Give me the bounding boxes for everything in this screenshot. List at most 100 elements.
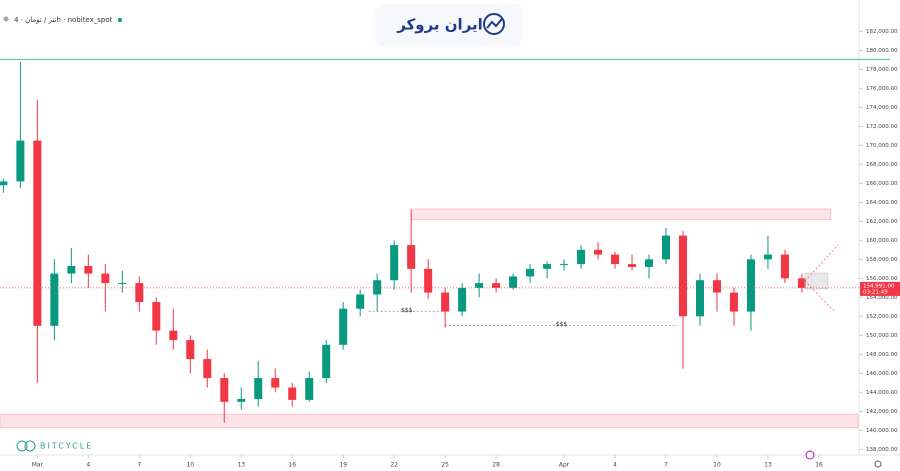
y-tick-label: 180,000.00 <box>866 48 898 54</box>
candle-body <box>611 254 620 265</box>
projection-line <box>804 280 836 313</box>
x-tick-label: 13 <box>237 462 245 469</box>
logo-box <box>375 4 523 46</box>
candle-body <box>271 378 280 388</box>
y-tick-label: 152,000.00 <box>866 314 898 320</box>
y-tick-label: 140,000.00 <box>866 428 898 434</box>
candle-body <box>628 264 637 267</box>
candle-body <box>101 273 110 284</box>
candle-body <box>67 265 76 274</box>
candle-body <box>679 235 688 317</box>
last-price-label: 154,991.00 <box>863 283 895 289</box>
level-label: $$$ <box>401 307 413 314</box>
candle-body <box>780 254 789 279</box>
candle-body <box>169 330 178 341</box>
candle-body <box>509 276 518 288</box>
y-tick-label: 166,000.00 <box>866 181 898 187</box>
symbol-icon <box>3 16 9 22</box>
candle-body <box>797 278 806 288</box>
x-tick-label: 13 <box>764 462 772 469</box>
candle-body <box>152 302 161 331</box>
candle-body <box>288 387 297 400</box>
candle-body <box>0 181 8 186</box>
candle-body <box>645 259 654 267</box>
logo-icon <box>483 13 505 35</box>
projection-line <box>804 244 839 282</box>
candle-body <box>424 268 433 293</box>
candle-body <box>763 254 772 260</box>
candle-body <box>577 249 586 265</box>
y-tick-label: 148,000.00 <box>866 352 898 358</box>
watermark-icon <box>16 440 28 452</box>
y-tick-label: 138,000.00 <box>866 447 898 453</box>
candle-body <box>695 280 704 317</box>
watermark: BITCYCLE <box>40 442 93 451</box>
candle-body <box>458 287 467 312</box>
y-tick-label: 176,000.00 <box>866 86 898 92</box>
indicator-icon[interactable] <box>805 450 815 460</box>
candle-body <box>407 245 416 269</box>
zone <box>410 208 832 220</box>
candle-body <box>390 245 399 281</box>
logo-text: ایران بروکر <box>396 16 483 34</box>
y-tick-label: 160,000.00 <box>866 238 898 244</box>
y-tick-label: 142,000.00 <box>866 409 898 415</box>
y-tick-label: 164,000.00 <box>866 200 898 206</box>
candle-body <box>186 340 195 360</box>
x-tick-label: 16 <box>815 462 823 469</box>
x-tick-label: 10 <box>713 462 721 469</box>
y-tick-label: 174,000.00 <box>866 105 898 111</box>
y-tick-label: 156,000.00 <box>866 276 898 282</box>
logo-icon-arrow <box>486 18 503 29</box>
candle-body <box>16 140 25 182</box>
candle-body <box>560 264 569 266</box>
status-dot <box>118 18 122 22</box>
x-tick-label: 4 <box>86 462 90 469</box>
settings-icon[interactable] <box>874 460 882 468</box>
x-tick-label: 25 <box>441 462 449 469</box>
y-tick-label: 178,000.00 <box>866 67 898 73</box>
candle-body <box>441 292 450 312</box>
candle-body <box>729 292 738 312</box>
y-tick-label: 182,000.00 <box>866 29 898 35</box>
candle-body <box>220 378 229 402</box>
candle-body <box>492 283 501 288</box>
zone <box>0 413 859 428</box>
y-tick-label: 146,000.00 <box>866 371 898 377</box>
candle-body <box>322 344 331 379</box>
x-tick-label: 28 <box>492 462 500 469</box>
y-tick-label: 150,000.00 <box>866 333 898 339</box>
x-tick-label: Apr <box>559 462 570 469</box>
candle-body <box>475 283 484 288</box>
last-price-box <box>860 281 900 296</box>
candle-body <box>339 308 348 345</box>
y-tick-label: 162,000.00 <box>866 219 898 225</box>
x-tick-label: 7 <box>137 462 141 469</box>
candle-body <box>50 273 59 326</box>
y-tick-label: 168,000.00 <box>866 162 898 168</box>
plot-area: 138,000.00 140,000.00 142,000.00 144,000.00… <box>0 29 898 469</box>
x-tick-label: 10 <box>186 462 194 469</box>
candle-body <box>33 140 42 326</box>
countdown-label: 03:21:49 <box>863 289 888 295</box>
x-tick-label: 19 <box>339 462 347 469</box>
candle-body <box>237 398 246 402</box>
level-label: $$$ <box>556 321 568 328</box>
candle-body <box>118 283 127 285</box>
candle-body <box>526 268 535 277</box>
candle-body <box>373 280 382 295</box>
y-tick-label: 154,000.00 <box>866 295 898 301</box>
y-tick-label: 172,000.00 <box>866 124 898 130</box>
candle-body <box>594 249 603 255</box>
watermark-icon <box>24 440 36 452</box>
x-tick-label: 16 <box>288 462 296 469</box>
candle-body <box>254 378 263 399</box>
candle-body <box>746 259 755 312</box>
x-tick-label: 4 <box>613 462 617 469</box>
projection-box <box>804 272 829 290</box>
x-tick-label: 22 <box>390 462 398 469</box>
y-tick-label: 170,000.00 <box>866 143 898 149</box>
